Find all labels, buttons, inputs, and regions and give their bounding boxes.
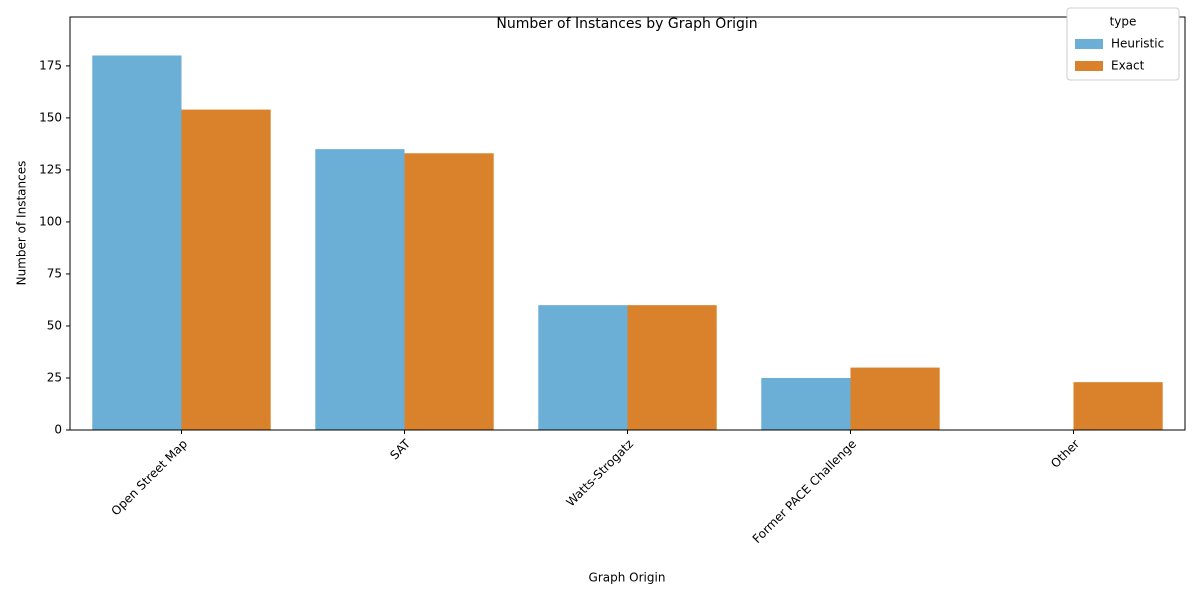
- bar: [92, 55, 182, 431]
- x-axis-label: Graph Origin: [589, 571, 666, 585]
- x-tick-label: Open Street Map: [108, 437, 190, 519]
- bar: [181, 109, 271, 430]
- legend-swatch: [1075, 39, 1103, 49]
- bar: [850, 367, 940, 430]
- y-tick-label: 150: [39, 110, 62, 124]
- legend-label: Heuristic: [1111, 37, 1164, 51]
- legend-title: type: [1110, 15, 1137, 29]
- y-tick-label: 100: [39, 214, 62, 228]
- bar: [1073, 382, 1163, 430]
- chart-title: Number of Instances by Graph Origin: [496, 16, 757, 32]
- legend-swatch: [1075, 61, 1103, 71]
- y-axis-label: Number of Instances: [15, 161, 29, 286]
- y-tick-label: 0: [54, 423, 62, 437]
- bar: [404, 153, 494, 430]
- bar: [761, 377, 851, 430]
- x-tick-label: SAT: [387, 436, 413, 462]
- y-tick-label: 175: [39, 58, 62, 72]
- x-tick-label: Other: [1048, 437, 1082, 471]
- y-tick-label: 75: [47, 266, 62, 280]
- plot-frame: [69, 16, 1186, 431]
- bar: [538, 305, 628, 430]
- y-tick-label: 125: [39, 162, 62, 176]
- bar: [627, 305, 717, 430]
- x-tick-label: Watts-Strogatz: [563, 437, 636, 510]
- legend-label: Exact: [1111, 59, 1145, 73]
- y-tick-label: 50: [47, 318, 62, 332]
- y-tick-label: 25: [47, 370, 62, 384]
- bar: [315, 149, 405, 430]
- x-tick-label: Former PACE Challenge: [750, 437, 859, 546]
